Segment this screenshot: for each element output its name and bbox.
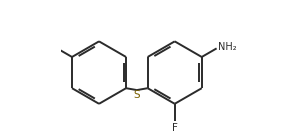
Text: S: S: [133, 90, 140, 100]
Text: F: F: [172, 123, 178, 133]
Text: NH₂: NH₂: [218, 41, 236, 52]
